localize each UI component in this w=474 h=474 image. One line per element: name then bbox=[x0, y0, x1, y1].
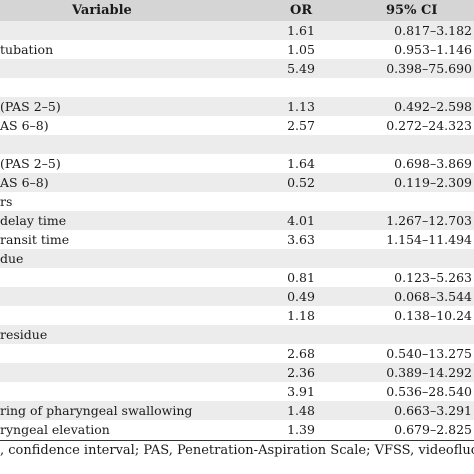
table-row: rs bbox=[0, 192, 474, 211]
ci-cell: 0.679–2.825 bbox=[394, 422, 472, 437]
variable-cell: ryngeal elevation bbox=[0, 422, 110, 437]
variable-cell: due bbox=[0, 251, 24, 266]
ci-cell: 1.154–11.494 bbox=[386, 232, 472, 247]
ci-cell: 1.267–12.703 bbox=[386, 213, 472, 228]
ci-column-header: 95% CI bbox=[386, 3, 438, 18]
table-row bbox=[0, 78, 474, 97]
table-row bbox=[0, 135, 474, 154]
ci-cell: 0.068–3.544 bbox=[394, 289, 472, 304]
table-footnote: , confidence interval; PAS, Penetration-… bbox=[0, 443, 474, 458]
ci-cell: 0.817–3.182 bbox=[394, 23, 472, 38]
variable-cell: ring of pharyngeal swallowing bbox=[0, 403, 193, 418]
table-row: 1.18 0.138–10.24 bbox=[0, 306, 474, 325]
or-cell: 1.61 bbox=[287, 23, 315, 38]
or-cell: 0.52 bbox=[287, 175, 315, 190]
table-row: AS 6–8) 0.52 0.119–2.309 bbox=[0, 173, 474, 192]
variable-column-header: Variable bbox=[72, 3, 132, 18]
or-cell: 1.48 bbox=[287, 403, 315, 418]
or-cell: 1.13 bbox=[287, 99, 315, 114]
table-row: tubation 1.05 0.953–1.146 bbox=[0, 40, 474, 59]
ci-cell: 0.698–3.869 bbox=[394, 156, 472, 171]
or-cell: 5.49 bbox=[287, 61, 315, 76]
table-row: (PAS 2–5) 1.13 0.492–2.598 bbox=[0, 97, 474, 116]
variable-cell: ransit time bbox=[0, 232, 70, 247]
table-row: 0.81 0.123–5.263 bbox=[0, 268, 474, 287]
or-cell: 0.49 bbox=[287, 289, 315, 304]
ci-cell: 0.536–28.540 bbox=[386, 384, 472, 399]
or-cell: 1.39 bbox=[287, 422, 315, 437]
variable-cell: delay time bbox=[0, 213, 67, 228]
ci-cell: 0.492–2.598 bbox=[394, 99, 472, 114]
ci-cell: 0.138–10.24 bbox=[394, 308, 472, 323]
table-row: ring of pharyngeal swallowing 1.48 0.663–3… bbox=[0, 401, 474, 420]
variable-cell: residue bbox=[0, 327, 48, 342]
ci-cell: 0.398–75.690 bbox=[386, 61, 472, 76]
table-row: 2.68 0.540–13.275 bbox=[0, 344, 474, 363]
variable-cell: (PAS 2–5) bbox=[0, 99, 61, 114]
variable-cell: (PAS 2–5) bbox=[0, 156, 61, 171]
table-row: ryngeal elevation 1.39 0.679–2.825 bbox=[0, 420, 474, 439]
variable-cell: AS 6–8) bbox=[0, 175, 49, 190]
ci-cell: 0.389–14.292 bbox=[386, 365, 472, 380]
table-row: 1.61 0.817–3.182 bbox=[0, 21, 474, 40]
ci-cell: 0.540–13.275 bbox=[386, 346, 472, 361]
table-row: (PAS 2–5) 1.64 0.698–3.869 bbox=[0, 154, 474, 173]
table-row: residue bbox=[0, 325, 474, 344]
or-cell: 1.64 bbox=[287, 156, 315, 171]
or-cell: 1.18 bbox=[287, 308, 315, 323]
ci-cell: 0.123–5.263 bbox=[394, 270, 472, 285]
or-cell: 2.36 bbox=[287, 365, 315, 380]
or-column-header: OR bbox=[290, 3, 313, 18]
table-row: 3.91 0.536–28.540 bbox=[0, 382, 474, 401]
variable-cell: tubation bbox=[0, 42, 54, 57]
ci-cell: 0.953–1.146 bbox=[394, 42, 472, 57]
table-row: 0.49 0.068–3.544 bbox=[0, 287, 474, 306]
ci-cell: 0.272–24.323 bbox=[386, 118, 472, 133]
or-cell: 3.91 bbox=[287, 384, 315, 399]
table-bottom-rule bbox=[0, 440, 474, 441]
table-row: AS 6–8) 2.57 0.272–24.323 bbox=[0, 116, 474, 135]
or-cell: 2.68 bbox=[287, 346, 315, 361]
or-cell: 2.57 bbox=[287, 118, 315, 133]
ci-cell: 0.663–3.291 bbox=[394, 403, 472, 418]
variable-cell: rs bbox=[0, 194, 13, 209]
table-header: Variable OR 95% CI bbox=[0, 0, 474, 21]
or-cell: 3.63 bbox=[287, 232, 315, 247]
or-cell: 4.01 bbox=[287, 213, 315, 228]
ci-cell: 0.119–2.309 bbox=[394, 175, 472, 190]
table-row: ransit time 3.63 1.154–11.494 bbox=[0, 230, 474, 249]
table-row: due bbox=[0, 249, 474, 268]
variable-cell: AS 6–8) bbox=[0, 118, 49, 133]
or-cell: 1.05 bbox=[287, 42, 315, 57]
table-row: 5.49 0.398–75.690 bbox=[0, 59, 474, 78]
table-row: delay time 4.01 1.267–12.703 bbox=[0, 211, 474, 230]
table-row: 2.36 0.389–14.292 bbox=[0, 363, 474, 382]
or-cell: 0.81 bbox=[287, 270, 315, 285]
